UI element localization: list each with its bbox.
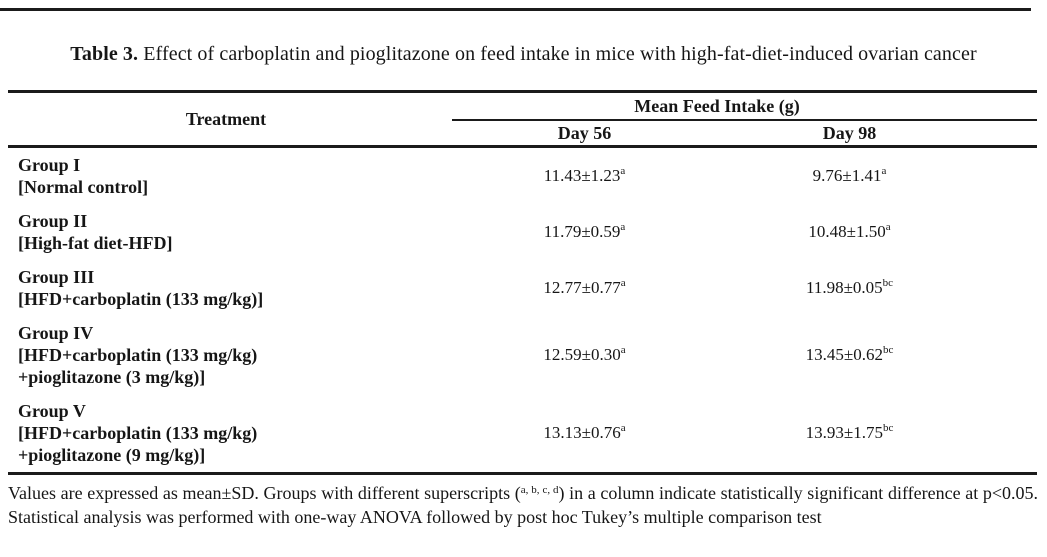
day56-value: 12.77±0.77 <box>543 278 621 297</box>
day56-value: 13.13±0.76 <box>543 423 621 442</box>
table-row: Group V [HFD+carboplatin (133 mg/kg) +pi… <box>0 394 1037 472</box>
day56-value-cell: 12.77±0.77a <box>452 278 717 298</box>
day98-value-cell: 11.98±0.05bc <box>717 278 982 298</box>
table-row: Group I [Normal control] 11.43±1.23a 9.7… <box>0 148 1037 204</box>
day56-superscript: a <box>620 221 626 233</box>
feed-intake-group-header: Mean Feed Intake (g) <box>634 96 800 116</box>
day56-value: 11.79±0.59 <box>543 222 621 241</box>
day56-superscript: a <box>620 422 626 434</box>
day98-superscript: bc <box>882 422 894 434</box>
day56-value: 12.59±0.30 <box>543 345 621 364</box>
table-header: Treatment Mean Feed Intake (g) Day 56 Da… <box>0 93 1037 145</box>
table-body: Group I [Normal control] 11.43±1.23a 9.7… <box>0 148 1037 472</box>
treatment-cell: Group I [Normal control] <box>0 154 452 198</box>
table-caption: Table 3. Effect of carboplatin and piogl… <box>8 41 1039 68</box>
group-name: Group IV <box>18 323 94 343</box>
day98-superscript: a <box>885 221 891 233</box>
day98-value: 11.98±0.05 <box>805 278 883 297</box>
group-description: [HFD+carboplatin (133 mg/kg)] <box>18 289 264 309</box>
table-caption-label: Table 3. <box>70 43 139 65</box>
table-row: Group II [High-fat diet-HFD] 11.79±0.59a… <box>0 204 1037 260</box>
group-name: Group V <box>18 401 86 421</box>
header-bottom-rule <box>8 145 1037 148</box>
day98-value: 13.45±0.62 <box>805 345 883 364</box>
day98-superscript: bc <box>882 344 894 356</box>
day98-value: 13.93±1.75 <box>805 423 883 442</box>
treatment-cell: Group V [HFD+carboplatin (133 mg/kg) +pi… <box>0 400 452 466</box>
group-name: Group III <box>18 267 95 287</box>
table-footnote: Values are expressed as mean±SD. Groups … <box>0 475 1047 529</box>
treatment-cell: Group II [High-fat diet-HFD] <box>0 210 452 254</box>
top-rule <box>0 8 1031 11</box>
day56-column-header: Day 56 <box>557 122 612 143</box>
value-cells: 13.13±0.76a 13.93±1.75bc <box>452 400 1037 466</box>
footnote-text-start: Values are expressed as mean±SD. Groups … <box>8 483 521 503</box>
table-row: Group IV [HFD+carboplatin (133 mg/kg) +p… <box>0 316 1037 394</box>
subheader-rule <box>452 119 1037 121</box>
footnote-text-end: ) in a column indicate statistically sig… <box>8 483 1038 527</box>
value-cells: 12.77±0.77a 11.98±0.05bc <box>452 266 1037 310</box>
day98-value: 10.48±1.50 <box>808 222 886 241</box>
day98-value-cell: 10.48±1.50a <box>717 222 982 242</box>
value-cells: 11.79±0.59a 10.48±1.50a <box>452 210 1037 254</box>
day56-value-cell: 11.43±1.23a <box>452 166 717 186</box>
spacer <box>0 68 1047 90</box>
group-description: [HFD+carboplatin (133 mg/kg) <box>18 345 258 365</box>
header-top-rule <box>8 90 1037 93</box>
day98-value: 9.76±1.41 <box>812 166 882 185</box>
day56-superscript: a <box>620 165 626 177</box>
day56-superscript: a <box>620 344 626 356</box>
day56-value-cell: 12.59±0.30a <box>452 345 717 365</box>
day98-value-cell: 13.93±1.75bc <box>717 423 982 443</box>
day98-superscript: bc <box>882 277 894 289</box>
treatment-cell: Group III [HFD+carboplatin (133 mg/kg)] <box>0 266 452 310</box>
value-cells: 12.59±0.30a 13.45±0.62bc <box>452 322 1037 388</box>
day98-column-header: Day 98 <box>822 122 877 143</box>
day98-superscript: a <box>881 165 887 177</box>
day56-superscript: a <box>620 277 626 289</box>
treatment-column-header: Treatment <box>185 108 267 129</box>
group-description: [HFD+carboplatin (133 mg/kg) <box>18 423 258 443</box>
feed-intake-header-group: Mean Feed Intake (g) Day 56 Day 98 <box>452 93 1037 145</box>
group-name: Group I <box>18 155 81 175</box>
day98-value-cell: 9.76±1.41a <box>717 166 982 186</box>
treatment-cell: Group IV [HFD+carboplatin (133 mg/kg) +p… <box>0 322 452 388</box>
day98-value-cell: 13.45±0.62bc <box>717 345 982 365</box>
group-name: Group II <box>18 211 88 231</box>
day56-value-cell: 11.79±0.59a <box>452 222 717 242</box>
group-description: [Normal control] <box>18 177 149 197</box>
day56-value-cell: 13.13±0.76a <box>452 423 717 443</box>
value-cells: 11.43±1.23a 9.76±1.41a <box>452 154 1037 198</box>
table-row: Group III [HFD+carboplatin (133 mg/kg)] … <box>0 260 1037 316</box>
group-description: +pioglitazone (3 mg/kg)] <box>18 367 206 387</box>
table-bottom-rule <box>8 472 1037 475</box>
group-description: [High-fat diet-HFD] <box>18 233 173 253</box>
day-subheaders: Day 56 Day 98 <box>452 121 1037 145</box>
day56-value: 11.43±1.23 <box>543 166 621 185</box>
table-caption-text: Effect of carboplatin and pioglitazone o… <box>138 43 977 65</box>
group-description: +pioglitazone (9 mg/kg)] <box>18 445 206 465</box>
footnote-superscripts: a, b, c, d <box>520 484 559 496</box>
